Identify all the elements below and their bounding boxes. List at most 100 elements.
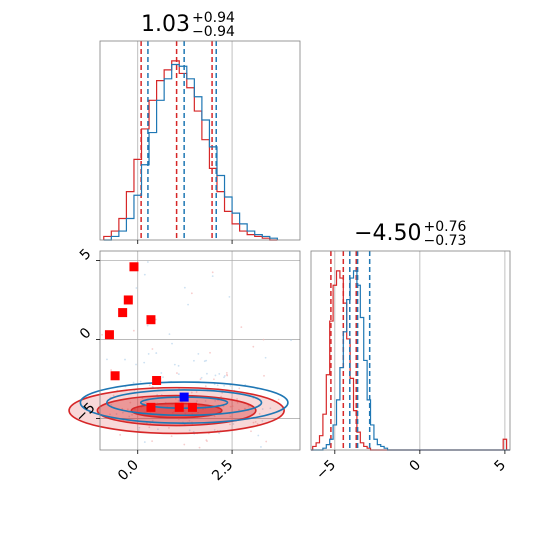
x-tick-label: 5 bbox=[492, 457, 510, 475]
histogram-red bbox=[311, 270, 510, 451]
sample-point bbox=[261, 408, 264, 410]
sample-point bbox=[170, 435, 173, 438]
sample-point bbox=[157, 428, 159, 431]
sample-point bbox=[151, 348, 154, 350]
y-tick-label: 0 bbox=[77, 325, 95, 343]
contour-line-blue bbox=[105, 389, 263, 417]
sample-point bbox=[124, 358, 126, 361]
sample-point bbox=[174, 397, 177, 400]
sample-point bbox=[177, 373, 180, 376]
sample-point bbox=[264, 356, 267, 359]
sample-point bbox=[110, 403, 113, 406]
sample-point bbox=[146, 261, 149, 263]
sample-point bbox=[258, 412, 261, 415]
sample-point bbox=[238, 408, 240, 411]
x-tick-label: 0 bbox=[407, 457, 425, 475]
contour-line-blue bbox=[79, 381, 289, 424]
sample-point bbox=[228, 295, 231, 298]
sample-point bbox=[254, 421, 257, 423]
red-marker bbox=[146, 315, 156, 325]
sample-point bbox=[160, 372, 163, 374]
sample-point bbox=[146, 324, 149, 327]
red-marker bbox=[187, 402, 197, 412]
sample-point bbox=[135, 363, 137, 366]
sample-point bbox=[144, 401, 147, 404]
sample-point bbox=[211, 275, 214, 278]
sample-point bbox=[199, 378, 202, 381]
red-marker bbox=[110, 371, 120, 381]
sample-point bbox=[126, 408, 129, 411]
sample-point bbox=[211, 271, 214, 274]
sample-point bbox=[177, 418, 180, 420]
sample-point bbox=[132, 381, 135, 384]
sample-point bbox=[143, 361, 146, 364]
sample-point bbox=[263, 374, 265, 377]
sample-point bbox=[206, 372, 208, 375]
sample-point bbox=[225, 372, 228, 374]
histogram-blue bbox=[311, 270, 510, 451]
sample-point bbox=[151, 440, 154, 443]
sample-point bbox=[187, 303, 189, 306]
sample-point bbox=[110, 369, 113, 371]
sample-point bbox=[135, 287, 138, 289]
sample-point bbox=[115, 413, 118, 415]
sample-point bbox=[112, 394, 115, 397]
sample-point bbox=[121, 411, 124, 414]
sample-point bbox=[162, 376, 164, 379]
sample-point bbox=[183, 443, 186, 446]
sample-point bbox=[109, 413, 111, 416]
sample-point bbox=[183, 286, 186, 289]
sample-point bbox=[132, 329, 135, 332]
sample-point bbox=[223, 384, 226, 387]
x-tick-label: −5 bbox=[313, 457, 339, 483]
sample-point bbox=[223, 375, 226, 377]
sample-point bbox=[176, 372, 178, 374]
sample-point bbox=[205, 359, 208, 362]
red-marker bbox=[129, 262, 139, 272]
sample-point bbox=[290, 339, 292, 342]
sample-point bbox=[252, 421, 255, 424]
sample-point bbox=[128, 415, 131, 418]
sample-point bbox=[213, 415, 216, 417]
red-marker bbox=[146, 402, 156, 412]
sample-point bbox=[119, 433, 122, 436]
panel-title-median: −4.50 bbox=[354, 221, 421, 246]
sample-point bbox=[198, 446, 201, 449]
sample-point bbox=[106, 358, 108, 361]
sample-point bbox=[214, 399, 217, 402]
panel-title-minus: −0.94 bbox=[192, 24, 235, 40]
panel-hist-p1: 1.03 +0.94−0.94 bbox=[99, 10, 301, 244]
axes-frame bbox=[99, 40, 301, 241]
red-marker bbox=[118, 308, 128, 318]
sample-point bbox=[277, 398, 280, 401]
sample-point bbox=[236, 401, 239, 404]
axes-frame bbox=[310, 250, 511, 451]
y-tick-label: 5 bbox=[77, 246, 95, 264]
sample-point bbox=[143, 441, 146, 443]
sample-point bbox=[261, 419, 264, 422]
red-marker bbox=[104, 330, 114, 340]
sample-point bbox=[168, 333, 171, 336]
sample-point bbox=[252, 345, 255, 348]
sample-point bbox=[216, 384, 219, 387]
red-marker bbox=[152, 376, 162, 386]
sample-point bbox=[232, 423, 235, 425]
sample-point bbox=[244, 407, 246, 410]
sample-point bbox=[190, 292, 193, 295]
sample-point bbox=[147, 353, 150, 355]
red-marker bbox=[123, 295, 133, 305]
sample-point bbox=[190, 391, 193, 394]
contour-line-red bbox=[68, 386, 285, 435]
sample-point bbox=[203, 360, 206, 363]
sample-point bbox=[137, 429, 140, 432]
panel-title-plus: +0.94 bbox=[192, 10, 235, 26]
sample-point bbox=[260, 446, 262, 448]
sample-point bbox=[231, 405, 234, 408]
sample-point bbox=[204, 400, 207, 402]
sample-point bbox=[200, 376, 203, 379]
panel-title-median: 1.03 bbox=[141, 12, 190, 37]
sample-point bbox=[218, 373, 221, 375]
sample-point bbox=[214, 374, 217, 377]
sample-point bbox=[148, 426, 151, 429]
